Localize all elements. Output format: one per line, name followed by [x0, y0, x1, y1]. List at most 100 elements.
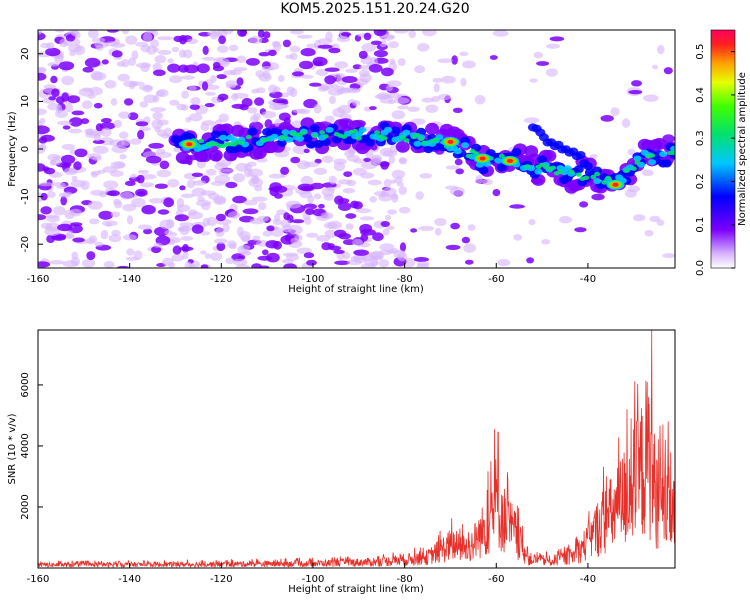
heatmap-noise-blob: [169, 75, 183, 84]
heatmap-ridge-cell: [534, 168, 543, 175]
heatmap-ridge-cell: [399, 135, 406, 140]
heatmap-noise-blob: [329, 95, 336, 105]
heatmap-noise-blob: [126, 215, 134, 225]
heatmap-noise-blob: [303, 148, 310, 154]
heatmap-noise-blob: [131, 197, 146, 208]
heatmap-noise-blob: [407, 106, 420, 112]
heatmap-noise-blob: [313, 193, 322, 200]
heatmap-noise-blob: [574, 227, 587, 233]
heatmap-peak: [612, 182, 619, 187]
heatmap-noise-blob: [55, 109, 68, 118]
heatmap-noise-blob: [386, 249, 396, 254]
heatmap-noise-blob: [216, 242, 226, 252]
heatmap-noise-blob: [137, 169, 149, 175]
heatmap-noise-blob: [179, 222, 194, 228]
heatmap-noise-blob: [169, 99, 180, 106]
heatmap-noise-blob: [281, 258, 294, 264]
heatmap-noise-blob: [461, 236, 470, 244]
heatmap-noise-blob: [98, 210, 113, 220]
heatmap-noise-blob: [171, 46, 180, 53]
heatmap-noise-blob: [73, 38, 81, 46]
heatmap-noise-blob: [94, 241, 104, 247]
heatmap-noise-blob: [422, 30, 437, 37]
heatmap-noise-blob: [579, 201, 589, 208]
heatmap-ridge-cell: [648, 159, 657, 166]
heatmap-noise-blob: [232, 173, 246, 183]
heatmap-noise-blob: [46, 191, 56, 199]
heatmap-noise-blob: [268, 173, 285, 179]
heatmap-noise-blob: [110, 211, 121, 218]
heatmap-noise-blob: [135, 41, 149, 47]
heatmap-noise-blob: [122, 30, 129, 35]
heatmap-ridge-cell: [238, 140, 245, 146]
heatmap-noise-blob: [180, 236, 194, 241]
heatmap-noise-blob: [452, 107, 463, 114]
heatmap-noise-blob: [368, 63, 383, 73]
heatmap-noise-blob: [380, 34, 395, 39]
heatmap-peak: [186, 142, 193, 147]
heatmap-noise-blob: [81, 100, 93, 109]
heatmap-noise-blob: [137, 129, 145, 140]
heatmap-noise-blob: [101, 220, 118, 227]
heatmap-noise-blob: [160, 133, 171, 139]
heatmap-noise-blob: [236, 55, 247, 63]
heatmap-noise-blob: [549, 36, 565, 42]
heatmap-noise-blob: [156, 151, 172, 158]
heatmap-ridge-cell: [418, 136, 425, 141]
heatmap-ridge-cell: [460, 136, 471, 145]
heatmap-noise-blob: [451, 55, 458, 65]
heatmap-noise-blob: [273, 86, 281, 93]
heatmap-y-tick-label: 10: [20, 95, 31, 108]
heatmap-noise-blob: [280, 166, 290, 175]
heatmap-noise-blob: [449, 186, 465, 196]
heatmap-noise-blob: [180, 104, 189, 111]
heatmap-noise-blob: [38, 72, 47, 81]
heatmap-noise-blob: [513, 234, 523, 241]
heatmap-noise-blob: [370, 250, 385, 260]
heatmap-ridge-cell: [425, 122, 440, 135]
heatmap-noise-blob: [202, 56, 216, 61]
heatmap-noise-blob: [167, 63, 181, 73]
heatmap-noise-blob: [218, 113, 229, 123]
heatmap-noise-blob: [417, 42, 430, 52]
heatmap-noise-blob: [129, 138, 142, 145]
heatmap-noise-blob: [189, 113, 203, 122]
heatmap-ridge-cell: [264, 137, 271, 142]
heatmap-noise-blob: [225, 80, 238, 88]
heatmap-noise-blob: [232, 258, 248, 266]
heatmap-noise-blob: [445, 244, 461, 250]
heatmap-ridge-cell: [661, 159, 672, 168]
heatmap-noise-blob: [316, 235, 331, 242]
heatmap-noise-blob: [378, 259, 390, 268]
heatmap-noise-blob: [61, 92, 69, 102]
heatmap-noise-blob: [149, 198, 164, 204]
heatmap-ridge-cell: [593, 178, 602, 185]
snr-x-tick-label: -60: [488, 574, 504, 585]
snr-y-tick-label: 6000: [20, 372, 31, 397]
heatmap-noise-blob: [200, 264, 209, 268]
heatmap-noise-blob: [462, 60, 476, 69]
heatmap-noise-blob: [343, 171, 353, 178]
heatmap-ridge-cell: [550, 165, 557, 170]
heatmap-ridge-cell: [594, 171, 601, 177]
heatmap-noise-blob: [124, 180, 136, 187]
heatmap-noise-blob: [437, 93, 452, 101]
heatmap-noise-blob: [421, 97, 435, 103]
heatmap-ridge-cell: [568, 169, 575, 174]
heatmap-noise-blob: [101, 59, 109, 65]
heatmap-noise-blob: [261, 66, 274, 71]
heatmap-noise-blob: [254, 97, 265, 106]
heatmap-noise-blob: [232, 92, 249, 99]
heatmap-peak: [479, 156, 486, 161]
heatmap-ridge-cell: [276, 138, 287, 147]
heatmap-ridge-cell: [403, 138, 410, 143]
heatmap-noise-blob: [186, 179, 196, 189]
colorbar-gradient: [710, 29, 736, 269]
heatmap-noise-blob: [142, 84, 153, 93]
heatmap-noise-blob: [299, 60, 314, 70]
heatmap-noise-blob: [345, 223, 354, 230]
heatmap-noise-blob: [313, 104, 322, 114]
snr-series-line: [38, 330, 675, 568]
heatmap-noise-blob: [410, 228, 418, 233]
heatmap-noise-blob: [289, 45, 301, 53]
